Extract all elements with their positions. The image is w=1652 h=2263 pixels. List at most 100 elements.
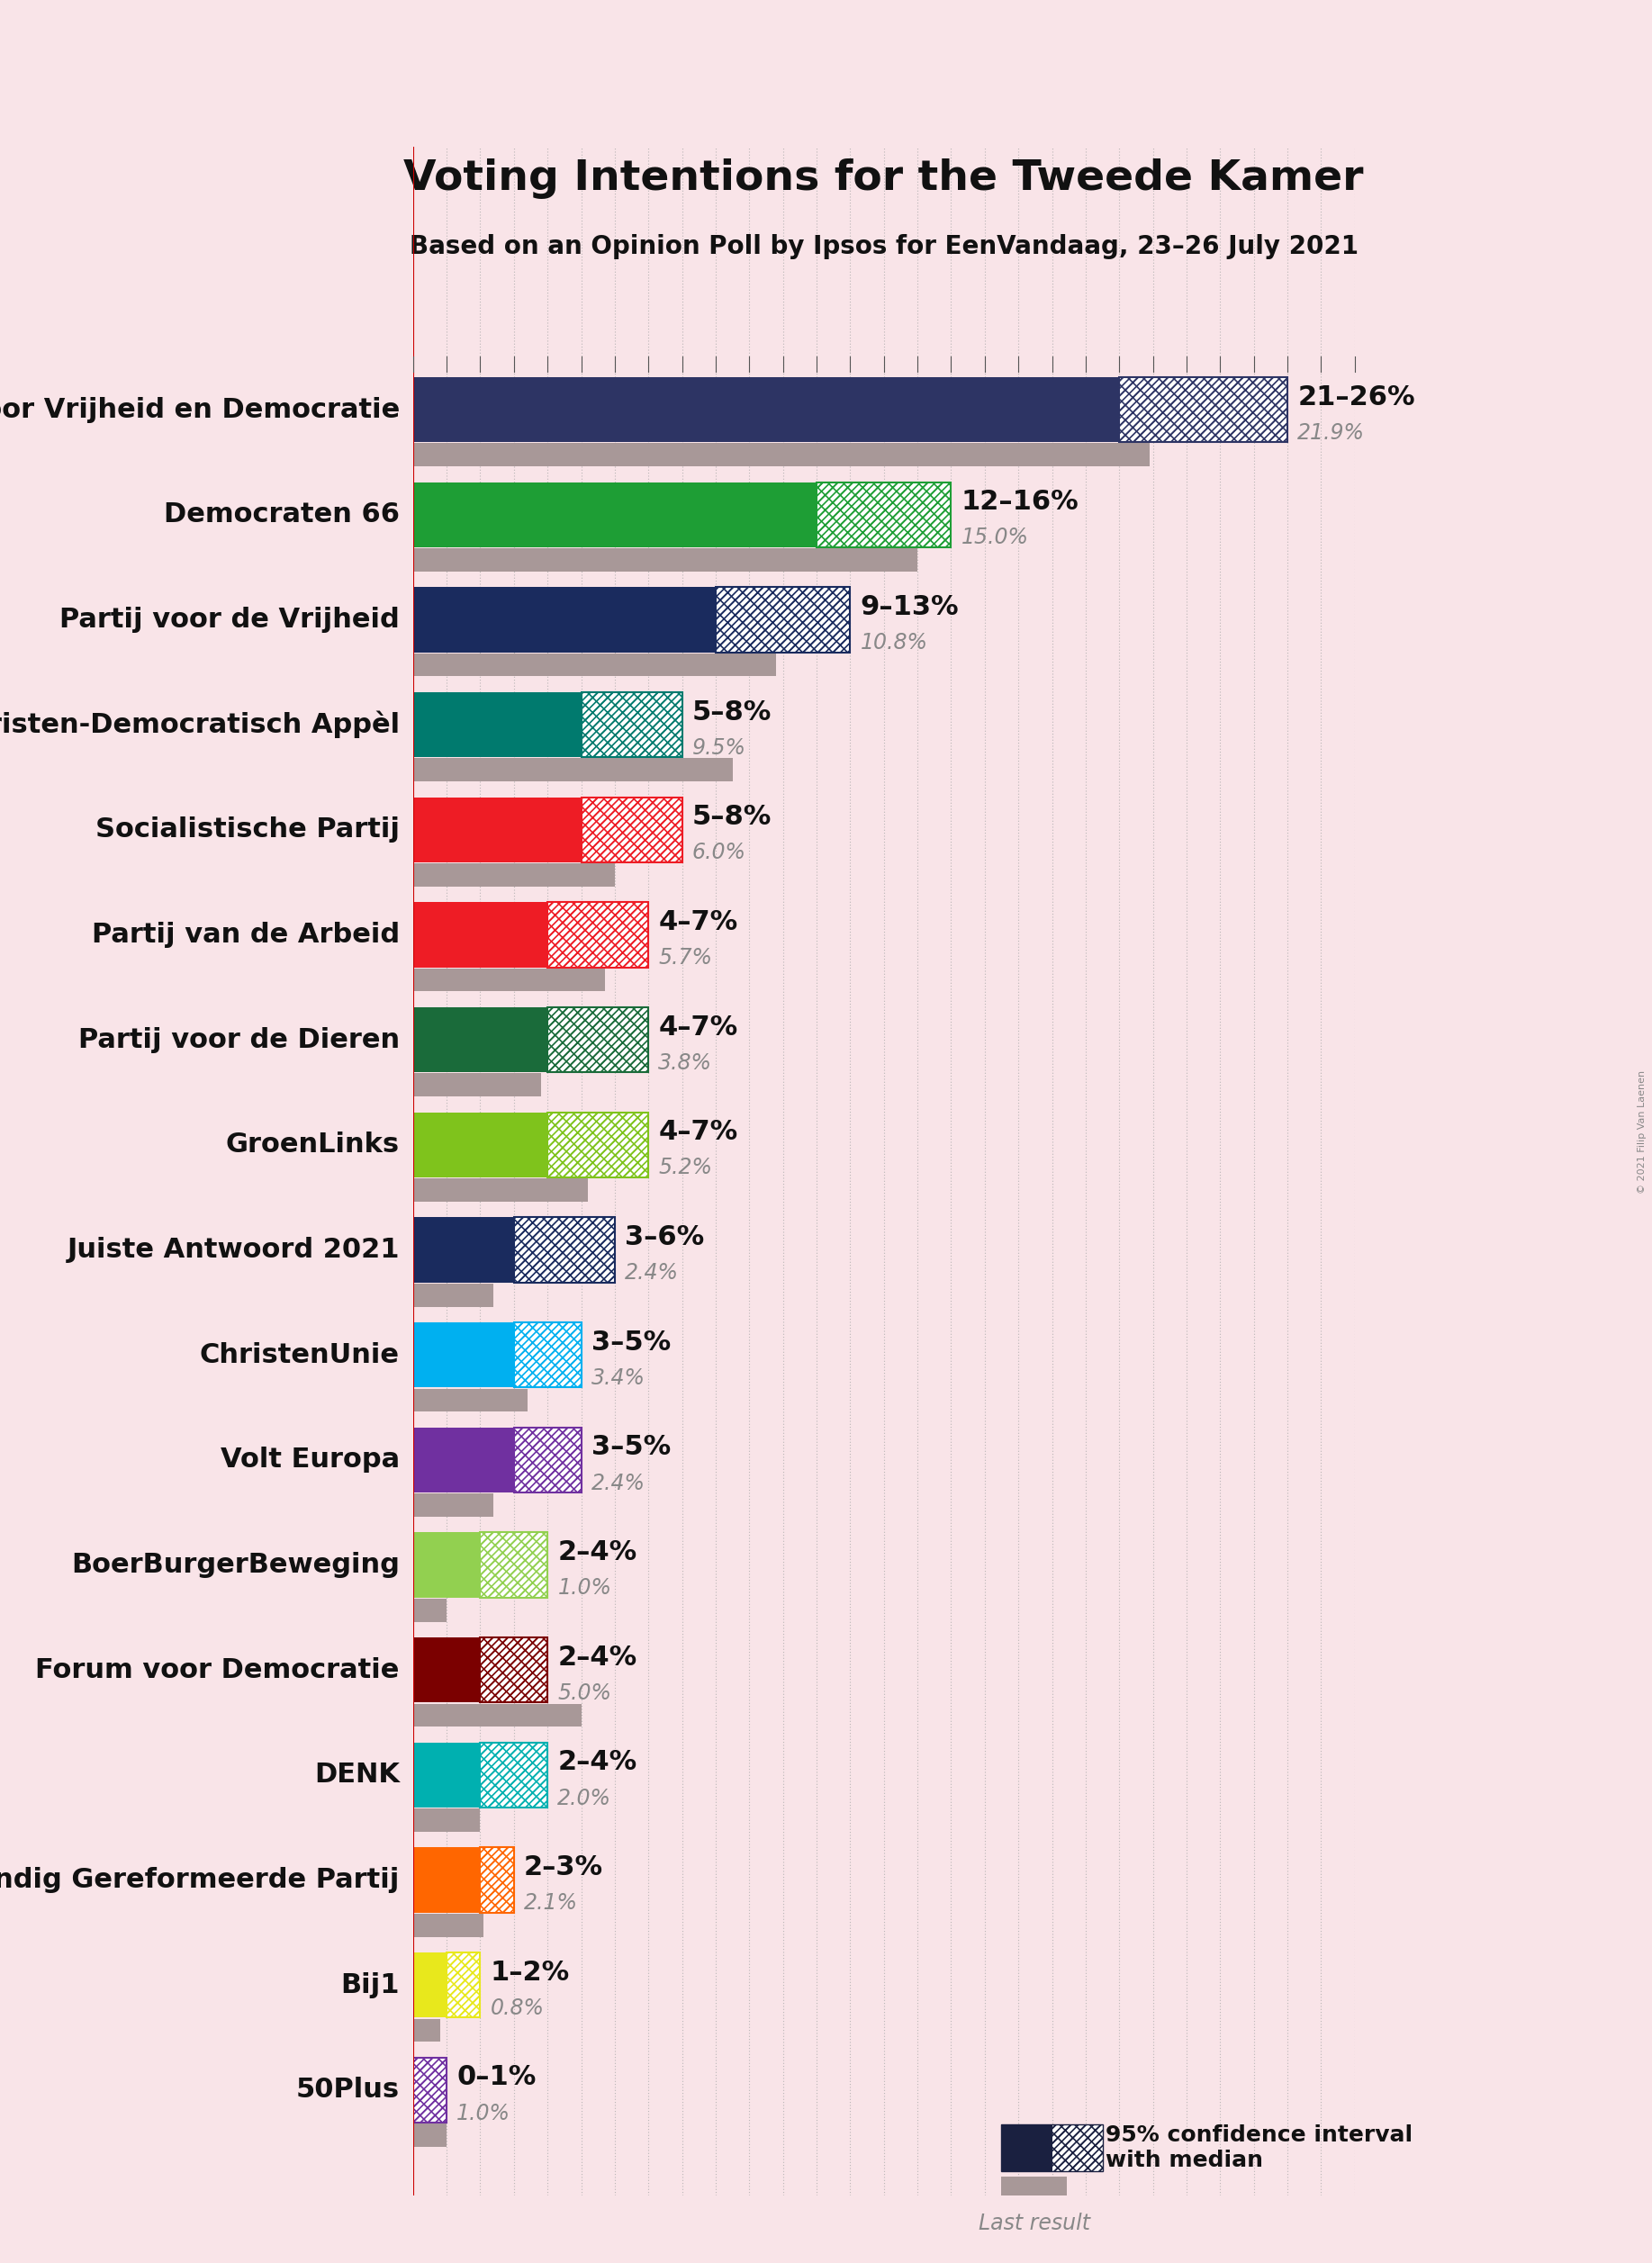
Bar <box>481 1847 514 1912</box>
Text: Partij voor de Dieren: Partij voor de Dieren <box>78 1027 400 1052</box>
Bar <box>413 692 582 758</box>
Text: ChristenUnie: ChristenUnie <box>200 1342 400 1367</box>
Bar <box>1120 378 1287 441</box>
Bar <box>481 1638 547 1702</box>
Bar <box>413 482 816 548</box>
Bar <box>514 1428 582 1494</box>
Text: Partij van de Arbeid: Partij van de Arbeid <box>91 921 400 948</box>
Bar <box>514 1217 615 1283</box>
Bar <box>413 1532 481 1598</box>
Bar <box>514 1217 615 1283</box>
Bar <box>514 1428 582 1494</box>
Text: 95% confidence interval: 95% confidence interval <box>1105 2125 1412 2145</box>
Bar <box>413 969 605 991</box>
Bar <box>481 1638 547 1702</box>
Bar <box>413 654 776 677</box>
Text: 5.2%: 5.2% <box>659 1156 712 1179</box>
Bar <box>481 1847 514 1912</box>
Bar <box>413 1953 446 2019</box>
Bar <box>413 1007 547 1073</box>
Text: Forum voor Democratie: Forum voor Democratie <box>35 1657 400 1684</box>
Text: 2.0%: 2.0% <box>558 1788 611 1808</box>
Text: 2–4%: 2–4% <box>558 1645 638 1670</box>
Text: 2–4%: 2–4% <box>558 1749 638 1776</box>
Text: 1.0%: 1.0% <box>456 2102 510 2125</box>
Bar <box>481 1743 547 1808</box>
Text: 4–7%: 4–7% <box>659 1014 738 1041</box>
Text: 0–1%: 0–1% <box>456 2064 537 2091</box>
Bar <box>1120 378 1287 441</box>
Bar <box>413 1389 527 1412</box>
Text: Last result: Last result <box>978 2213 1090 2234</box>
Bar <box>481 1532 547 1598</box>
Text: GroenLinks: GroenLinks <box>226 1132 400 1159</box>
Text: 3–6%: 3–6% <box>624 1224 704 1251</box>
Bar <box>481 1532 547 1598</box>
Bar <box>1052 2125 1102 2172</box>
Bar <box>446 1953 481 2019</box>
Text: 4–7%: 4–7% <box>659 910 738 935</box>
Text: 2–4%: 2–4% <box>558 1539 638 1566</box>
Bar <box>446 1953 481 2019</box>
Bar <box>547 1113 648 1177</box>
Bar <box>413 2057 446 2123</box>
Bar <box>413 1743 481 1808</box>
Bar <box>547 1113 648 1177</box>
Text: BoerBurgerBeweging: BoerBurgerBeweging <box>71 1552 400 1577</box>
Bar <box>582 692 682 758</box>
Bar <box>514 1217 615 1283</box>
Bar <box>547 903 648 966</box>
Bar <box>715 586 851 652</box>
Text: 2.4%: 2.4% <box>591 1473 646 1494</box>
Bar <box>413 548 917 570</box>
Bar <box>413 1283 494 1306</box>
Text: Based on an Opinion Poll by Ipsos for EenVandaag, 23–26 July 2021: Based on an Opinion Poll by Ipsos for Ee… <box>410 235 1358 260</box>
Bar <box>413 1217 514 1283</box>
Bar <box>547 903 648 966</box>
Bar <box>547 1007 648 1073</box>
Bar <box>413 2057 446 2123</box>
Bar <box>547 1007 648 1073</box>
Bar <box>1120 378 1287 441</box>
Bar <box>481 1743 547 1808</box>
Text: Voting Intentions for the Tweede Kamer: Voting Intentions for the Tweede Kamer <box>403 158 1365 199</box>
Bar <box>1052 2125 1102 2172</box>
Text: 4–7%: 4–7% <box>659 1120 738 1145</box>
Bar <box>715 586 851 652</box>
Bar <box>413 1428 514 1494</box>
Bar <box>582 692 682 758</box>
Text: 2.1%: 2.1% <box>524 1892 578 1914</box>
Bar <box>582 797 682 862</box>
Bar <box>547 1113 648 1177</box>
Text: with median: with median <box>1105 2150 1264 2170</box>
Bar <box>1120 378 1287 441</box>
Bar <box>816 482 952 548</box>
Text: 5–8%: 5–8% <box>692 803 771 831</box>
Bar <box>413 378 1120 441</box>
Bar <box>547 903 648 966</box>
Text: 9–13%: 9–13% <box>861 595 958 620</box>
Bar <box>413 444 1150 466</box>
Bar <box>413 1847 481 1912</box>
Bar <box>413 2019 439 2041</box>
Bar <box>413 1179 588 1202</box>
Text: 6.0%: 6.0% <box>692 842 747 864</box>
Bar <box>413 903 547 966</box>
Text: 1–2%: 1–2% <box>491 1960 570 1985</box>
Bar <box>481 1847 514 1912</box>
Bar <box>413 586 715 652</box>
Text: 12–16%: 12–16% <box>961 489 1079 516</box>
Bar <box>514 1217 615 1283</box>
Bar <box>1001 2125 1052 2172</box>
Bar <box>413 2123 446 2148</box>
Text: Staatkundig Gereformeerde Partij: Staatkundig Gereformeerde Partij <box>0 1867 400 1894</box>
Bar <box>582 797 682 862</box>
Bar <box>481 1532 547 1598</box>
Text: Bij1: Bij1 <box>340 1971 400 1998</box>
Text: 3.4%: 3.4% <box>591 1367 646 1389</box>
Text: Volt Europa: Volt Europa <box>220 1446 400 1473</box>
Bar <box>481 1743 547 1808</box>
Bar <box>1001 2125 1102 2172</box>
Bar <box>1001 2177 1067 2200</box>
Bar <box>816 482 952 548</box>
